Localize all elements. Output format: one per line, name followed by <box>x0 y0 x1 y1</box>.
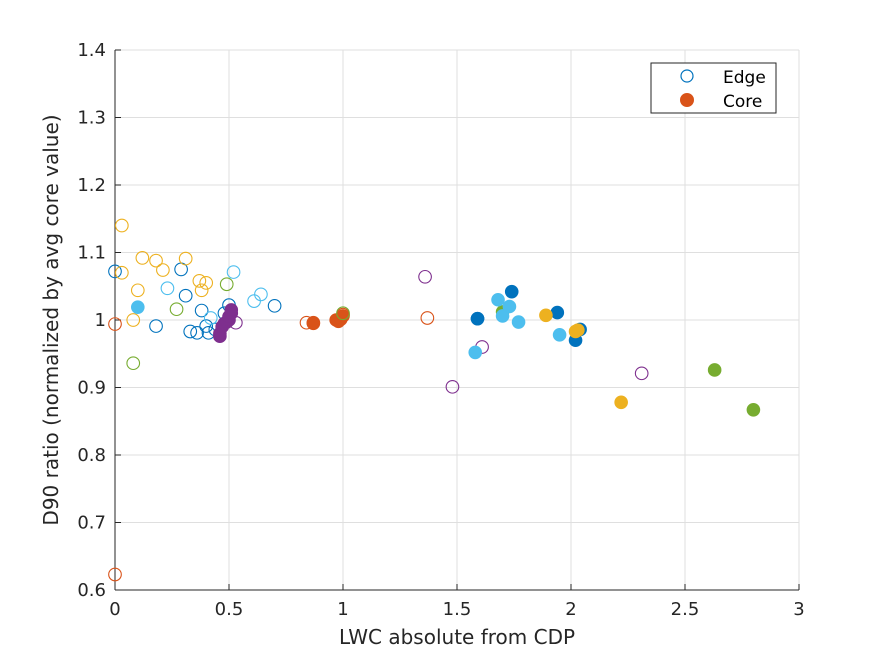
x-tick-label: 2 <box>565 599 576 620</box>
data-points <box>108 218 761 582</box>
data-point-core <box>495 309 510 323</box>
data-point-edge <box>178 251 193 266</box>
axes: 0 0.5 1 1.5 2 2.5 3 0.6 0.7 0.8 0.9 1 1.1 1.2 1.3 1.4 <box>77 40 804 620</box>
data-point-edge <box>194 303 209 318</box>
x-tick-label: 3 <box>793 599 804 620</box>
y-axis-title: D90 ratio (normalized by avg core value) <box>39 114 63 525</box>
data-point-edge <box>114 218 129 233</box>
data-point-edge <box>267 298 282 313</box>
y-tick-label: 0.8 <box>77 445 106 466</box>
data-point-edge <box>156 263 170 277</box>
data-point-edge <box>169 302 184 317</box>
y-tick-label: 0.6 <box>77 580 106 601</box>
data-point-core <box>614 395 628 410</box>
data-point-edge <box>199 319 214 333</box>
data-point-edge <box>254 287 268 302</box>
data-point-core <box>571 323 585 337</box>
data-point-edge <box>108 567 122 582</box>
data-point-core <box>306 316 321 331</box>
data-point-edge <box>126 356 141 371</box>
data-point-core <box>131 300 145 314</box>
y-tick-label: 0.7 <box>77 513 106 534</box>
x-tick-label: 0 <box>109 599 120 620</box>
x-tick-label: 1 <box>337 599 348 620</box>
data-point-edge <box>108 264 122 279</box>
x-axis-title: LWC absolute from CDP <box>339 625 575 649</box>
data-point-edge <box>445 379 460 394</box>
data-point-core <box>539 308 553 323</box>
legend-label-edge: Edge <box>723 68 766 88</box>
data-point-edge <box>336 306 350 321</box>
x-tick-label: 1.5 <box>443 599 472 620</box>
data-point-core <box>511 315 526 329</box>
legend-marker-edge <box>680 69 694 83</box>
data-point-edge <box>199 276 214 290</box>
data-point-core <box>550 305 565 320</box>
data-point-edge <box>149 253 163 268</box>
data-point-edge <box>192 274 207 288</box>
y-tick-label: 1.3 <box>77 108 106 129</box>
data-point-edge <box>190 325 204 340</box>
data-point-edge <box>114 265 129 280</box>
data-point-edge <box>420 311 435 325</box>
legend: Edge Core <box>650 62 777 114</box>
legend-box <box>650 62 777 114</box>
legend-marker-core <box>680 93 694 107</box>
data-point-core <box>707 363 722 377</box>
data-point-edge <box>108 317 122 331</box>
data-point-edge <box>183 324 198 339</box>
data-point-core <box>470 311 485 326</box>
y-tick-label: 1 <box>95 310 106 331</box>
data-point-core <box>502 299 517 314</box>
data-point-core <box>336 309 350 323</box>
y-tick-label: 1.2 <box>77 175 106 196</box>
data-point-edge <box>126 313 141 327</box>
data-point-edge <box>219 277 234 292</box>
y-tick-label: 0.9 <box>77 378 106 399</box>
data-point-core <box>224 303 239 317</box>
data-point-core <box>552 328 567 342</box>
data-point-edge <box>226 265 241 279</box>
data-point-core <box>504 284 519 299</box>
data-point-edge <box>194 283 209 298</box>
x-tick-label: 2.5 <box>671 599 700 620</box>
data-point-core <box>468 345 483 360</box>
data-point-edge <box>130 283 145 298</box>
x-tick-label: 0.5 <box>215 599 244 620</box>
data-point-edge <box>160 281 175 296</box>
data-point-edge <box>135 251 150 265</box>
data-point-edge <box>149 319 163 333</box>
data-point-edge <box>418 269 432 284</box>
data-point-core <box>491 292 505 307</box>
legend-label-core: Core <box>723 92 762 112</box>
data-point-core <box>746 402 761 417</box>
y-tick-label: 1.1 <box>77 243 106 264</box>
y-tick-label: 1.4 <box>77 40 106 61</box>
data-point-edge <box>634 366 649 381</box>
data-point-edge <box>203 311 218 325</box>
data-point-edge <box>178 288 193 303</box>
